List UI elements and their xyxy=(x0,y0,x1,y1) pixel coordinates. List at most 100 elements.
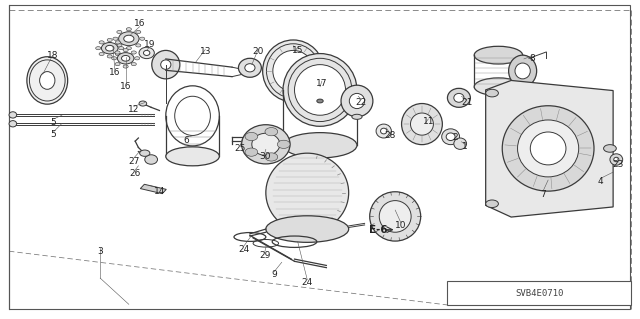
Text: 11: 11 xyxy=(422,117,434,126)
Ellipse shape xyxy=(126,47,131,50)
Ellipse shape xyxy=(610,154,623,165)
Ellipse shape xyxy=(401,104,442,145)
Ellipse shape xyxy=(486,89,499,97)
Text: 1: 1 xyxy=(463,142,468,151)
Text: 9: 9 xyxy=(271,271,277,279)
Ellipse shape xyxy=(122,56,130,61)
Text: 24: 24 xyxy=(301,278,313,287)
Ellipse shape xyxy=(265,153,278,161)
Ellipse shape xyxy=(474,46,523,64)
Ellipse shape xyxy=(9,112,17,118)
Text: 17: 17 xyxy=(316,79,328,88)
Ellipse shape xyxy=(410,113,433,135)
Text: 16: 16 xyxy=(134,19,145,28)
Ellipse shape xyxy=(242,125,290,164)
Text: 4: 4 xyxy=(598,177,603,186)
Ellipse shape xyxy=(349,93,365,108)
Ellipse shape xyxy=(277,140,290,148)
Ellipse shape xyxy=(239,58,261,77)
Bar xyxy=(447,281,631,305)
Text: 16: 16 xyxy=(120,82,131,91)
Ellipse shape xyxy=(245,64,255,72)
Ellipse shape xyxy=(140,37,145,40)
Ellipse shape xyxy=(447,88,470,107)
Ellipse shape xyxy=(96,47,100,50)
Text: 5: 5 xyxy=(51,130,56,139)
Text: 16: 16 xyxy=(109,68,120,77)
Ellipse shape xyxy=(341,85,373,117)
Ellipse shape xyxy=(117,53,134,64)
Ellipse shape xyxy=(454,138,467,149)
Ellipse shape xyxy=(370,192,420,241)
Ellipse shape xyxy=(352,114,362,119)
Ellipse shape xyxy=(134,57,140,60)
Ellipse shape xyxy=(101,42,118,54)
Ellipse shape xyxy=(266,153,349,232)
Ellipse shape xyxy=(115,52,120,56)
Text: 6: 6 xyxy=(183,136,189,145)
Ellipse shape xyxy=(136,44,141,47)
Polygon shape xyxy=(486,80,613,217)
Text: 2: 2 xyxy=(452,133,458,142)
Ellipse shape xyxy=(118,32,139,46)
Ellipse shape xyxy=(614,157,619,162)
Ellipse shape xyxy=(245,132,258,141)
Text: 14: 14 xyxy=(154,187,165,196)
Ellipse shape xyxy=(145,155,157,164)
Ellipse shape xyxy=(113,37,118,40)
Ellipse shape xyxy=(518,120,579,177)
Text: 22: 22 xyxy=(356,98,367,107)
Text: 8: 8 xyxy=(529,54,535,63)
Ellipse shape xyxy=(381,128,387,134)
Text: 29: 29 xyxy=(259,251,270,260)
Ellipse shape xyxy=(442,129,460,145)
Ellipse shape xyxy=(509,55,537,87)
Ellipse shape xyxy=(454,93,464,102)
Ellipse shape xyxy=(115,63,120,66)
Ellipse shape xyxy=(124,35,134,42)
Text: 27: 27 xyxy=(128,157,140,166)
Ellipse shape xyxy=(126,28,131,31)
Text: 12: 12 xyxy=(128,105,140,114)
Ellipse shape xyxy=(502,106,594,191)
Ellipse shape xyxy=(317,99,323,103)
Text: 19: 19 xyxy=(143,40,155,49)
Ellipse shape xyxy=(531,132,566,165)
Ellipse shape xyxy=(99,52,104,56)
Text: 18: 18 xyxy=(47,51,58,60)
Ellipse shape xyxy=(118,47,124,50)
Ellipse shape xyxy=(166,147,220,166)
Ellipse shape xyxy=(123,65,128,68)
Ellipse shape xyxy=(111,57,116,60)
Ellipse shape xyxy=(515,63,531,79)
Ellipse shape xyxy=(99,41,104,44)
Ellipse shape xyxy=(40,71,55,89)
Ellipse shape xyxy=(294,65,346,115)
Ellipse shape xyxy=(266,216,349,242)
Ellipse shape xyxy=(474,78,523,96)
Text: 25: 25 xyxy=(235,144,246,153)
Ellipse shape xyxy=(139,47,154,59)
Text: 30: 30 xyxy=(259,152,270,161)
Text: 5: 5 xyxy=(51,118,56,127)
Ellipse shape xyxy=(283,133,357,158)
Ellipse shape xyxy=(9,121,17,127)
Text: 15: 15 xyxy=(292,46,303,55)
Ellipse shape xyxy=(262,40,324,102)
Ellipse shape xyxy=(27,57,68,104)
Ellipse shape xyxy=(446,133,455,141)
Text: 7: 7 xyxy=(540,190,546,199)
Ellipse shape xyxy=(486,200,499,208)
Text: 13: 13 xyxy=(200,48,211,56)
Text: 3: 3 xyxy=(97,247,103,256)
Ellipse shape xyxy=(136,30,141,33)
Ellipse shape xyxy=(115,41,120,44)
Text: SVB4E0710: SVB4E0710 xyxy=(515,289,563,298)
Ellipse shape xyxy=(131,51,136,54)
Ellipse shape xyxy=(107,38,112,41)
Text: 23: 23 xyxy=(612,160,624,169)
Ellipse shape xyxy=(106,45,114,51)
Text: 21: 21 xyxy=(461,98,472,107)
Ellipse shape xyxy=(123,48,128,52)
Ellipse shape xyxy=(117,44,122,47)
